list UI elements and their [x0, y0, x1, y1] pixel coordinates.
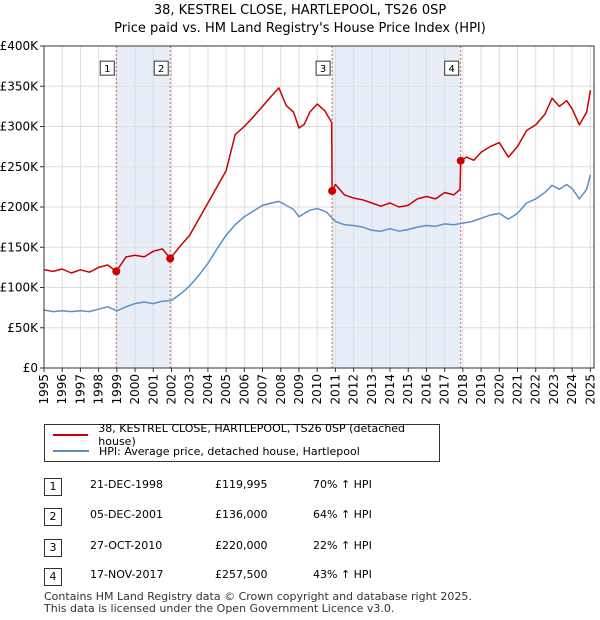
x-tick-label: 1998 — [92, 374, 106, 405]
marker-box — [153, 60, 169, 76]
sale-row: 3 27-OCT-2010 £220,000 22% ↑ HPI — [0, 537, 600, 557]
x-tick-label: 2005 — [219, 374, 233, 405]
title-line-1: 38, KESTREL CLOSE, HARTLEPOOL, TS26 0SP — [153, 3, 447, 18]
sale-row: 1 21-DEC-1998 £119,995 70% ↑ HPI — [0, 476, 600, 496]
x-tick-label: 2008 — [274, 374, 288, 405]
marker-box-label: 3 — [320, 64, 326, 75]
x-tick-label: 2024 — [565, 374, 579, 405]
x-tick-label: 2020 — [492, 374, 506, 405]
x-tick-label: 2013 — [365, 374, 379, 405]
sale-point — [456, 156, 465, 165]
price-chart: £0 £50K £100K £150K £200K £250K £300K £350K £400… — [0, 39, 597, 405]
x-tick-label: 1995 — [37, 374, 51, 405]
x-tick-label: 2015 — [401, 374, 415, 405]
marker-box — [99, 60, 115, 76]
marker-box — [315, 60, 331, 76]
x-tick-label: 2017 — [438, 374, 452, 405]
y-tick-label: £250K — [0, 160, 39, 174]
y-tick-label: £300K — [0, 120, 39, 134]
sale-hpi: 22% ↑ HPI — [313, 539, 372, 552]
sale-date: 27-OCT-2010 — [90, 539, 163, 552]
sale-price: £136,000 — [215, 508, 268, 521]
sale-badge: 1 — [44, 478, 62, 496]
sale-point — [328, 186, 337, 195]
x-tick-label: 2006 — [237, 374, 251, 405]
footer: Contains HM Land Registry data © Crown c… — [44, 591, 472, 615]
sale-date: 21-DEC-1998 — [90, 478, 164, 491]
marker-box-label: 4 — [449, 64, 455, 75]
x-tick-label: 2016 — [419, 374, 433, 405]
y-tick-label: £150K — [0, 240, 39, 254]
sale-hpi: 64% ↑ HPI — [313, 508, 372, 521]
marker-box — [444, 60, 460, 76]
sale-price: £220,000 — [215, 539, 268, 552]
x-tick-label: 1996 — [55, 374, 69, 405]
x-tick-label: 2004 — [201, 374, 215, 405]
series-line-property — [43, 87, 592, 274]
y-tick-label: £350K — [0, 79, 39, 93]
footer-line-2: This data is licensed under the Open Gov… — [44, 602, 395, 615]
x-tick-label: 2023 — [547, 374, 561, 405]
series-line-hpi — [43, 174, 592, 313]
y-tick-label: £50K — [7, 321, 39, 335]
legend: 38, KESTREL CLOSE, HARTLEPOOL, TS26 0SP … — [44, 422, 440, 462]
y-tick-label: £0 — [23, 361, 38, 375]
sale-row: 2 05-DEC-2001 £136,000 64% ↑ HPI — [0, 506, 600, 526]
legend-label-hpi: HPI: Average price, detached house, Hart… — [99, 444, 360, 458]
sale-hpi: 43% ↑ HPI — [313, 568, 372, 581]
x-tick-label: 2022 — [529, 374, 543, 405]
marker-box-label: 1 — [104, 64, 110, 75]
x-tick-label: 1999 — [110, 374, 124, 405]
sale-row: 4 17-NOV-2017 £257,500 43% ↑ HPI — [0, 566, 600, 586]
sale-price: £257,500 — [215, 568, 268, 581]
x-tick-label: 2007 — [256, 374, 270, 405]
x-tick-label: 2010 — [310, 374, 324, 405]
sale-point — [166, 254, 175, 263]
legend-item-hpi: HPI: Average price, detached house, Hart… — [53, 443, 360, 459]
x-tick-label: 2003 — [183, 374, 197, 405]
x-tick-label: 2000 — [128, 374, 142, 405]
sale-badge: 4 — [44, 568, 62, 586]
legend-swatch-property — [53, 434, 89, 436]
x-tick-label: 2009 — [292, 374, 306, 405]
x-tick-label: 2021 — [511, 374, 525, 405]
x-tick-label: 2025 — [583, 374, 597, 405]
y-tick-label: £200K — [0, 200, 39, 214]
x-tick-label: 2012 — [347, 374, 361, 405]
sale-point — [112, 267, 121, 276]
x-tick-label: 2019 — [474, 374, 488, 405]
x-tick-label: 2014 — [383, 374, 397, 405]
title-line-2: Price paid vs. HM Land Registry's House … — [114, 21, 486, 36]
sale-badge: 3 — [44, 539, 62, 557]
y-tick-label: £100K — [0, 281, 39, 295]
marker-box-label: 2 — [158, 64, 164, 75]
legend-item-property: 38, KESTREL CLOSE, HARTLEPOOL, TS26 0SP … — [53, 422, 439, 448]
legend-swatch-hpi — [53, 450, 89, 452]
sale-badge: 2 — [44, 508, 62, 526]
legend-label-property: 38, KESTREL CLOSE, HARTLEPOOL, TS26 0SP … — [98, 422, 406, 448]
x-tick-label: 2011 — [328, 374, 342, 405]
y-tick-label: £400K — [0, 39, 39, 53]
sale-hpi: 70% ↑ HPI — [313, 478, 372, 491]
plot-frame — [43, 45, 595, 369]
x-tick-label: 2001 — [146, 374, 160, 405]
footer-line-1: Contains HM Land Registry data © Crown c… — [44, 590, 472, 603]
chart-title: 38, KESTREL CLOSE, HARTLEPOOL, TS26 0SP … — [0, 2, 600, 38]
x-tick-label: 2018 — [456, 374, 470, 405]
sale-price: £119,995 — [215, 478, 268, 491]
sale-date: 05-DEC-2001 — [90, 508, 164, 521]
x-tick-label: 2002 — [164, 374, 178, 405]
sale-date: 17-NOV-2017 — [90, 568, 164, 581]
x-tick-label: 1997 — [73, 374, 87, 405]
